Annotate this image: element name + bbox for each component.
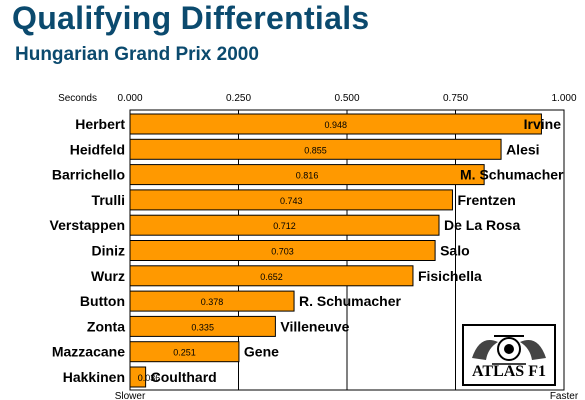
driver-label: Herbert	[75, 116, 125, 132]
bar-value-label: 0.712	[273, 221, 296, 231]
x-tick-label: 1.000	[551, 93, 576, 104]
opponent-label: De La Rosa	[444, 217, 520, 233]
driver-label: Heidfeld	[70, 141, 125, 157]
x-axis-title: Seconds	[58, 93, 97, 104]
opponent-label: Villeneuve	[280, 318, 349, 334]
opponent-label: Alesi	[506, 141, 539, 157]
x-tick-label: 0.750	[443, 93, 468, 104]
x-tick-label: 0.500	[334, 93, 359, 104]
bar	[129, 189, 453, 211]
driver-label: Wurz	[91, 268, 125, 284]
bar	[129, 113, 542, 135]
opponent-label: Salo	[440, 243, 470, 259]
x-tick-label: 0.250	[226, 93, 251, 104]
axis-min-label: Slower	[115, 391, 146, 400]
bar-value-label: 0.743	[280, 196, 303, 206]
bar-value-label: 0.378	[201, 297, 224, 307]
opponent-label: Fisichella	[418, 268, 482, 284]
bar-value-label: 0.816	[296, 171, 319, 181]
bar-value-label: 0.036	[138, 373, 161, 383]
opponent-label: Irvine	[524, 116, 562, 132]
driver-label: Diniz	[92, 243, 125, 259]
x-tick-label: 0.000	[117, 93, 142, 104]
opponent-label: R. Schumacher	[299, 293, 401, 309]
bar-value-label: 0.652	[260, 272, 283, 282]
bar	[129, 214, 440, 236]
chart-subtitle: Hungarian Grand Prix 2000	[15, 44, 259, 65]
opponent-label: Frentzen	[457, 192, 515, 208]
bar	[129, 138, 502, 160]
atlas-f1-logo: ATLAS F1	[462, 324, 556, 386]
driver-label: Mazzacane	[52, 344, 125, 360]
chart-title: Qualifying Differentials	[12, 0, 370, 36]
bar-value-label: 0.855	[304, 145, 327, 155]
bar	[129, 265, 414, 287]
driver-label: Button	[80, 293, 125, 309]
driver-label: Verstappen	[50, 217, 125, 233]
bar	[129, 341, 240, 363]
opponent-label: M. Schumacher	[460, 167, 564, 183]
bar	[129, 366, 147, 388]
axis-max-label: Faster	[550, 391, 579, 400]
opponent-label: Coulthard	[151, 369, 217, 385]
crest-icon	[472, 335, 546, 365]
driver-label: Trulli	[92, 192, 125, 208]
bar-value-label: 0.251	[173, 348, 196, 358]
bar	[129, 315, 276, 337]
logo-text: ATLAS F1	[472, 363, 546, 380]
bar-value-label: 0.335	[191, 322, 214, 332]
driver-label: Zonta	[87, 318, 125, 334]
opponent-label: Gene	[244, 344, 279, 360]
bar-value-label: 0.948	[324, 120, 347, 130]
driver-label: Hakkinen	[63, 369, 125, 385]
bar-value-label: 0.703	[271, 247, 294, 257]
driver-label: Barrichello	[52, 167, 125, 183]
bar	[129, 240, 436, 261]
bar	[129, 164, 485, 186]
bar	[129, 290, 295, 312]
